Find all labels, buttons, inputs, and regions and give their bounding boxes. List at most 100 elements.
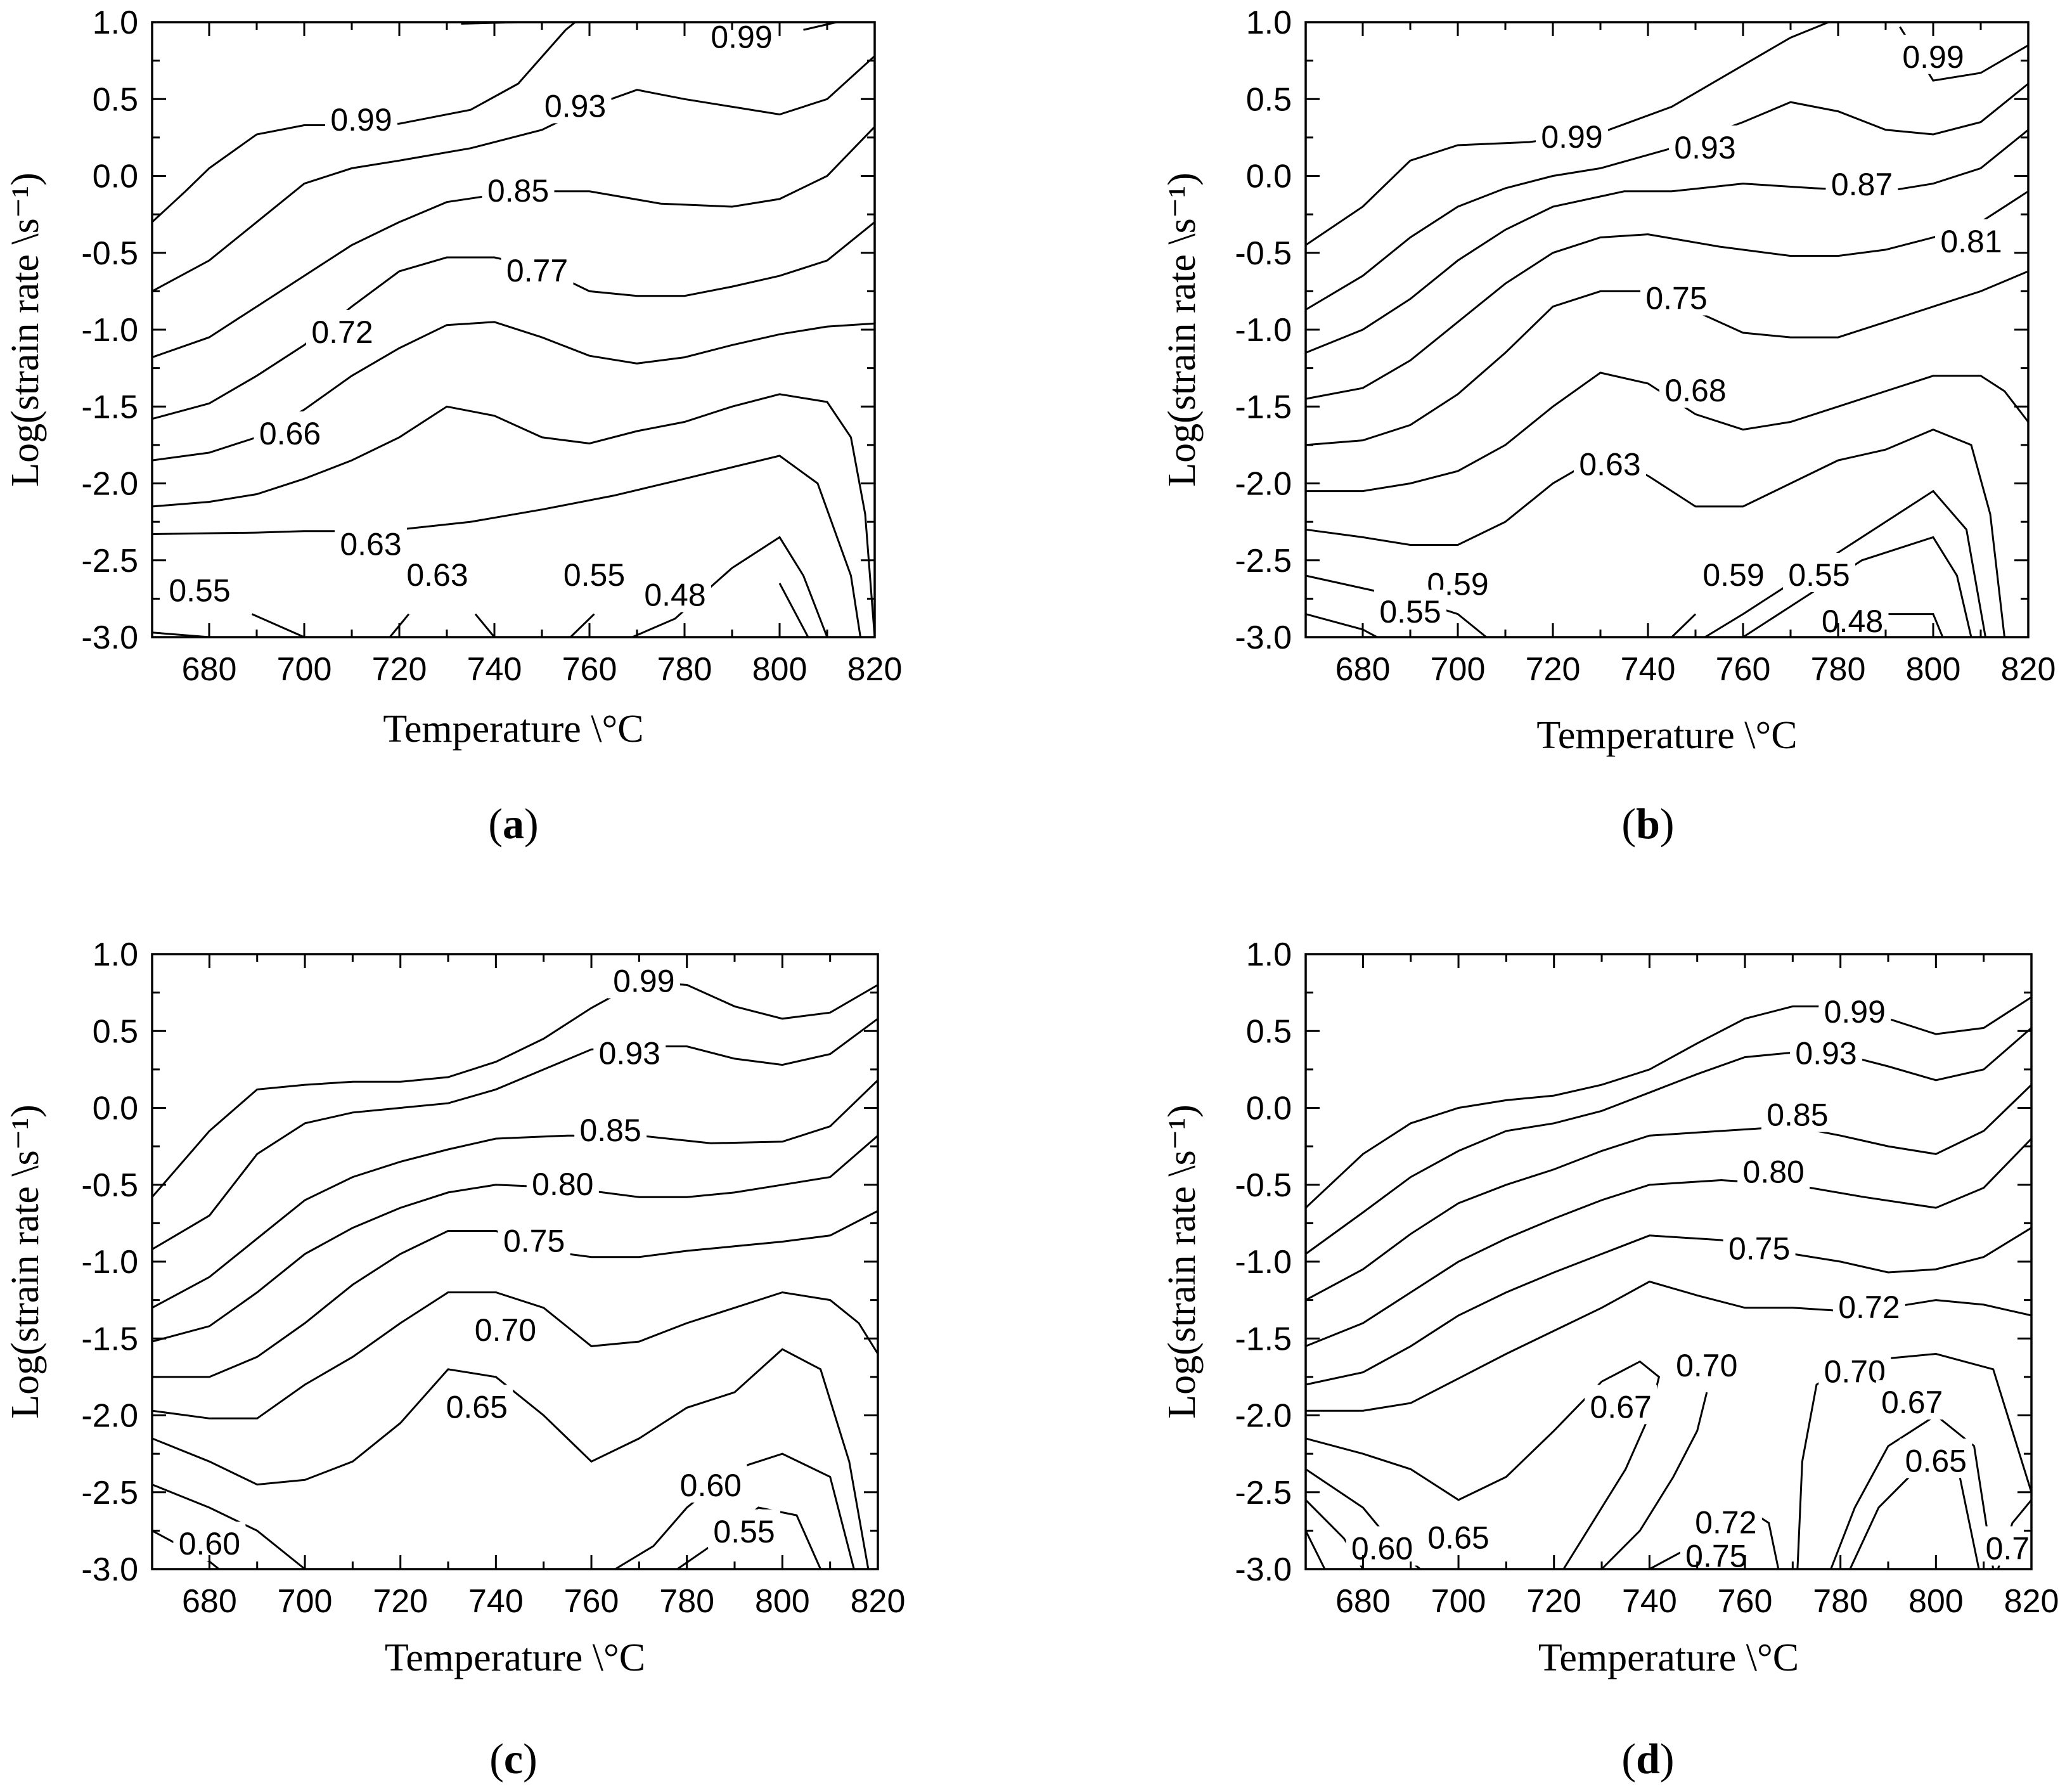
y-tick-label: -1.0	[81, 1244, 138, 1281]
contour-label: 0.80	[532, 1167, 593, 1202]
contour-label: 0.85	[1766, 1097, 1828, 1133]
contour-line	[569, 613, 595, 638]
panel-a: 0.99 0.99 0.93 0.85 0.77 0.72 0.66 0.630.63 0.55…	[4, 4, 902, 751]
contour-lines	[1304, 996, 2033, 1570]
contour-label-gap	[1876, 1380, 1948, 1420]
contour-label-gap	[1670, 1343, 1743, 1383]
x-tick-label: 780	[1813, 1583, 1868, 1620]
y-tick-label: 1.0	[93, 4, 138, 41]
contour-line	[1305, 1227, 2032, 1386]
contour-label: 0.99	[1541, 119, 1602, 155]
contour-line	[1306, 1280, 2032, 1412]
contour-label: 0.60	[1351, 1530, 1413, 1566]
x-tick-label: 700	[277, 651, 332, 688]
y-tick-label: -1.5	[81, 389, 138, 425]
contour-label-gap	[1536, 114, 1608, 154]
x-axis-title: Temperature \°C	[383, 708, 643, 751]
y-tick-label: -2.5	[81, 543, 138, 579]
y-tick-label: -3.0	[81, 1551, 138, 1588]
contour-line	[151, 55, 876, 292]
contour-line	[151, 1348, 870, 1570]
contour-line	[1305, 1137, 2033, 1347]
contour-label: 0.55	[563, 557, 625, 593]
contour-label-gap	[639, 572, 711, 612]
contour-label-gap	[335, 522, 407, 562]
contour-line	[1704, 489, 1986, 638]
y-tick-label: -1.0	[1235, 312, 1292, 349]
contour-lines	[151, 981, 879, 1570]
contour-label-gap	[1640, 276, 1713, 316]
contour-line	[474, 613, 496, 638]
contour-label: 0.70	[1824, 1354, 1886, 1390]
y-tick-label: -2.0	[81, 1398, 138, 1435]
x-tick-label: 680	[182, 1583, 237, 1620]
contour-label: 0.99	[1824, 994, 1886, 1030]
contour-label: 0.65	[446, 1389, 508, 1425]
contour-label: 0.65	[1905, 1443, 1967, 1478]
contour-label-gap	[539, 84, 612, 124]
contour-label: 0.93	[599, 1036, 660, 1071]
x-tick-label: 780	[657, 651, 712, 688]
contour-line	[151, 981, 878, 1198]
contour-label: 0.60	[680, 1468, 742, 1503]
contour-label: 0.80	[1743, 1154, 1805, 1189]
panel-label-a: (a)	[488, 799, 539, 848]
x-tick-label: 800	[752, 651, 808, 688]
contour-label-gap	[1659, 368, 1732, 408]
x-tick-label: 740	[1622, 1583, 1677, 1620]
contour-label-gap	[1689, 1500, 1762, 1540]
x-tick-label: 760	[1716, 651, 1771, 688]
y-tick-label: -3.0	[1235, 619, 1292, 656]
x-axis-title: Temperature \°C	[385, 1636, 645, 1679]
contour-label: 0.99	[1902, 39, 1964, 75]
contour-line	[1600, 1392, 1708, 1570]
panel-c: 0.990.930.850.800.750.700.650.600.550.60…	[4, 936, 905, 1679]
y-tick-label: -0.5	[81, 235, 138, 272]
contour-line	[1305, 613, 1378, 638]
panel-label-d: (d)	[1621, 1735, 1675, 1783]
contour-label: 0.99	[330, 102, 392, 138]
panel-b: 0.99 0.99 0.93 0.87 0.81 0.75 0.68 0.63 0.59 0.55…	[1161, 4, 2056, 757]
y-tick-label: 0.5	[1246, 81, 1292, 118]
contour-label-gap	[1680, 1534, 1753, 1574]
y-tick-label: -0.5	[81, 1167, 138, 1204]
y-tick-label: 0.0	[1246, 158, 1292, 195]
contour-line	[1305, 1084, 2033, 1301]
x-tick-label: 760	[564, 1583, 619, 1620]
contour-label-gap	[306, 309, 378, 349]
x-tick-label: 760	[1718, 1583, 1773, 1620]
contour-line	[631, 536, 828, 638]
x-tick-label: 720	[1526, 651, 1581, 688]
y-tick-label: -1.5	[1235, 1321, 1292, 1357]
contour-label-gap	[526, 1161, 599, 1201]
contour-label: 0.68	[1664, 373, 1726, 408]
x-tick-label: 720	[1526, 1583, 1581, 1620]
contour-line	[1304, 1530, 1326, 1570]
contour-label: 0.67	[1881, 1385, 1943, 1420]
y-axis-title: Log(strain rate \s⁻¹)	[1161, 1104, 1204, 1419]
contour-label: 0.75	[1728, 1231, 1790, 1267]
contour-line	[1306, 372, 2030, 493]
contour-lines	[1305, 21, 2030, 638]
contour-label: 0.55	[1788, 557, 1850, 593]
contour-label: 0.55	[1379, 594, 1441, 630]
contour-label-gap	[325, 98, 397, 138]
contour-line	[151, 1484, 306, 1570]
x-tick-label: 680	[1335, 1583, 1391, 1620]
contour-label-gap	[708, 1509, 781, 1549]
contour-line	[676, 1506, 821, 1570]
contour-line	[1305, 1360, 1661, 1570]
contour-label: 0.66	[259, 416, 321, 451]
y-tick-label: -2.5	[1235, 1475, 1292, 1511]
contour-label: 0.75	[1645, 281, 1707, 316]
y-tick-label: -1.0	[81, 312, 138, 349]
x-tick-label: 820	[847, 651, 903, 688]
contour-label-gap	[1669, 125, 1741, 165]
x-tick-label: 780	[1811, 651, 1866, 688]
contour-label: 0.75	[503, 1223, 565, 1258]
contour-label-gap	[469, 1308, 542, 1348]
contour-line	[151, 393, 876, 638]
contour-line	[151, 1079, 879, 1309]
contour-label: 0.72	[311, 314, 373, 350]
